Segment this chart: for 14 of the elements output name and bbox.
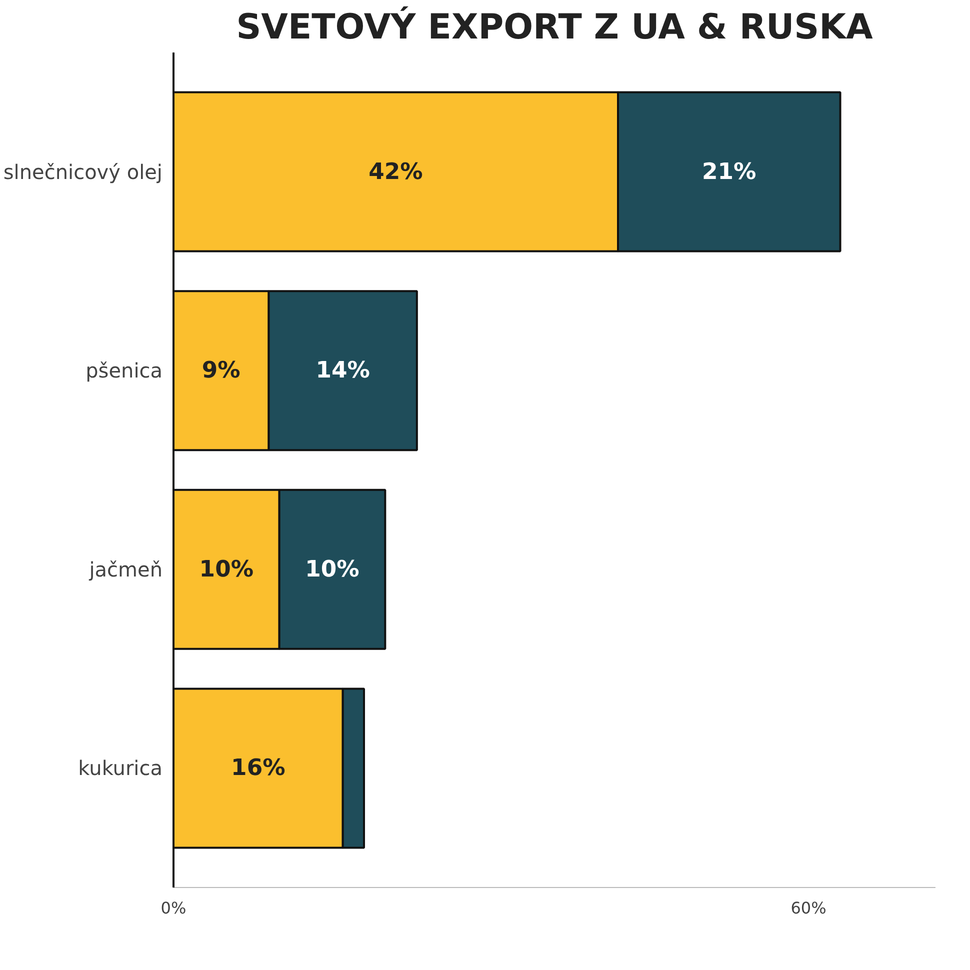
data-label: 9%: [202, 358, 240, 384]
data-label: 14%: [316, 358, 370, 384]
data-label: 10%: [305, 556, 360, 582]
x-tick-label: 0%: [160, 898, 186, 918]
x-tick-label: 60%: [790, 898, 826, 918]
data-label: 21%: [702, 158, 756, 185]
y-tick-label: slnečnicový olej: [3, 160, 163, 184]
data-label: 10%: [199, 556, 254, 582]
data-label: 16%: [231, 755, 286, 782]
y-tick-label: pšenica: [86, 358, 162, 383]
y-tick-label: kukurica: [78, 756, 163, 780]
y-tick-label: jačmeň: [88, 557, 163, 582]
data-label: 42%: [368, 158, 423, 185]
chart-title: SVETOVÝ EXPORT Z UA & RUSKA: [236, 6, 873, 48]
